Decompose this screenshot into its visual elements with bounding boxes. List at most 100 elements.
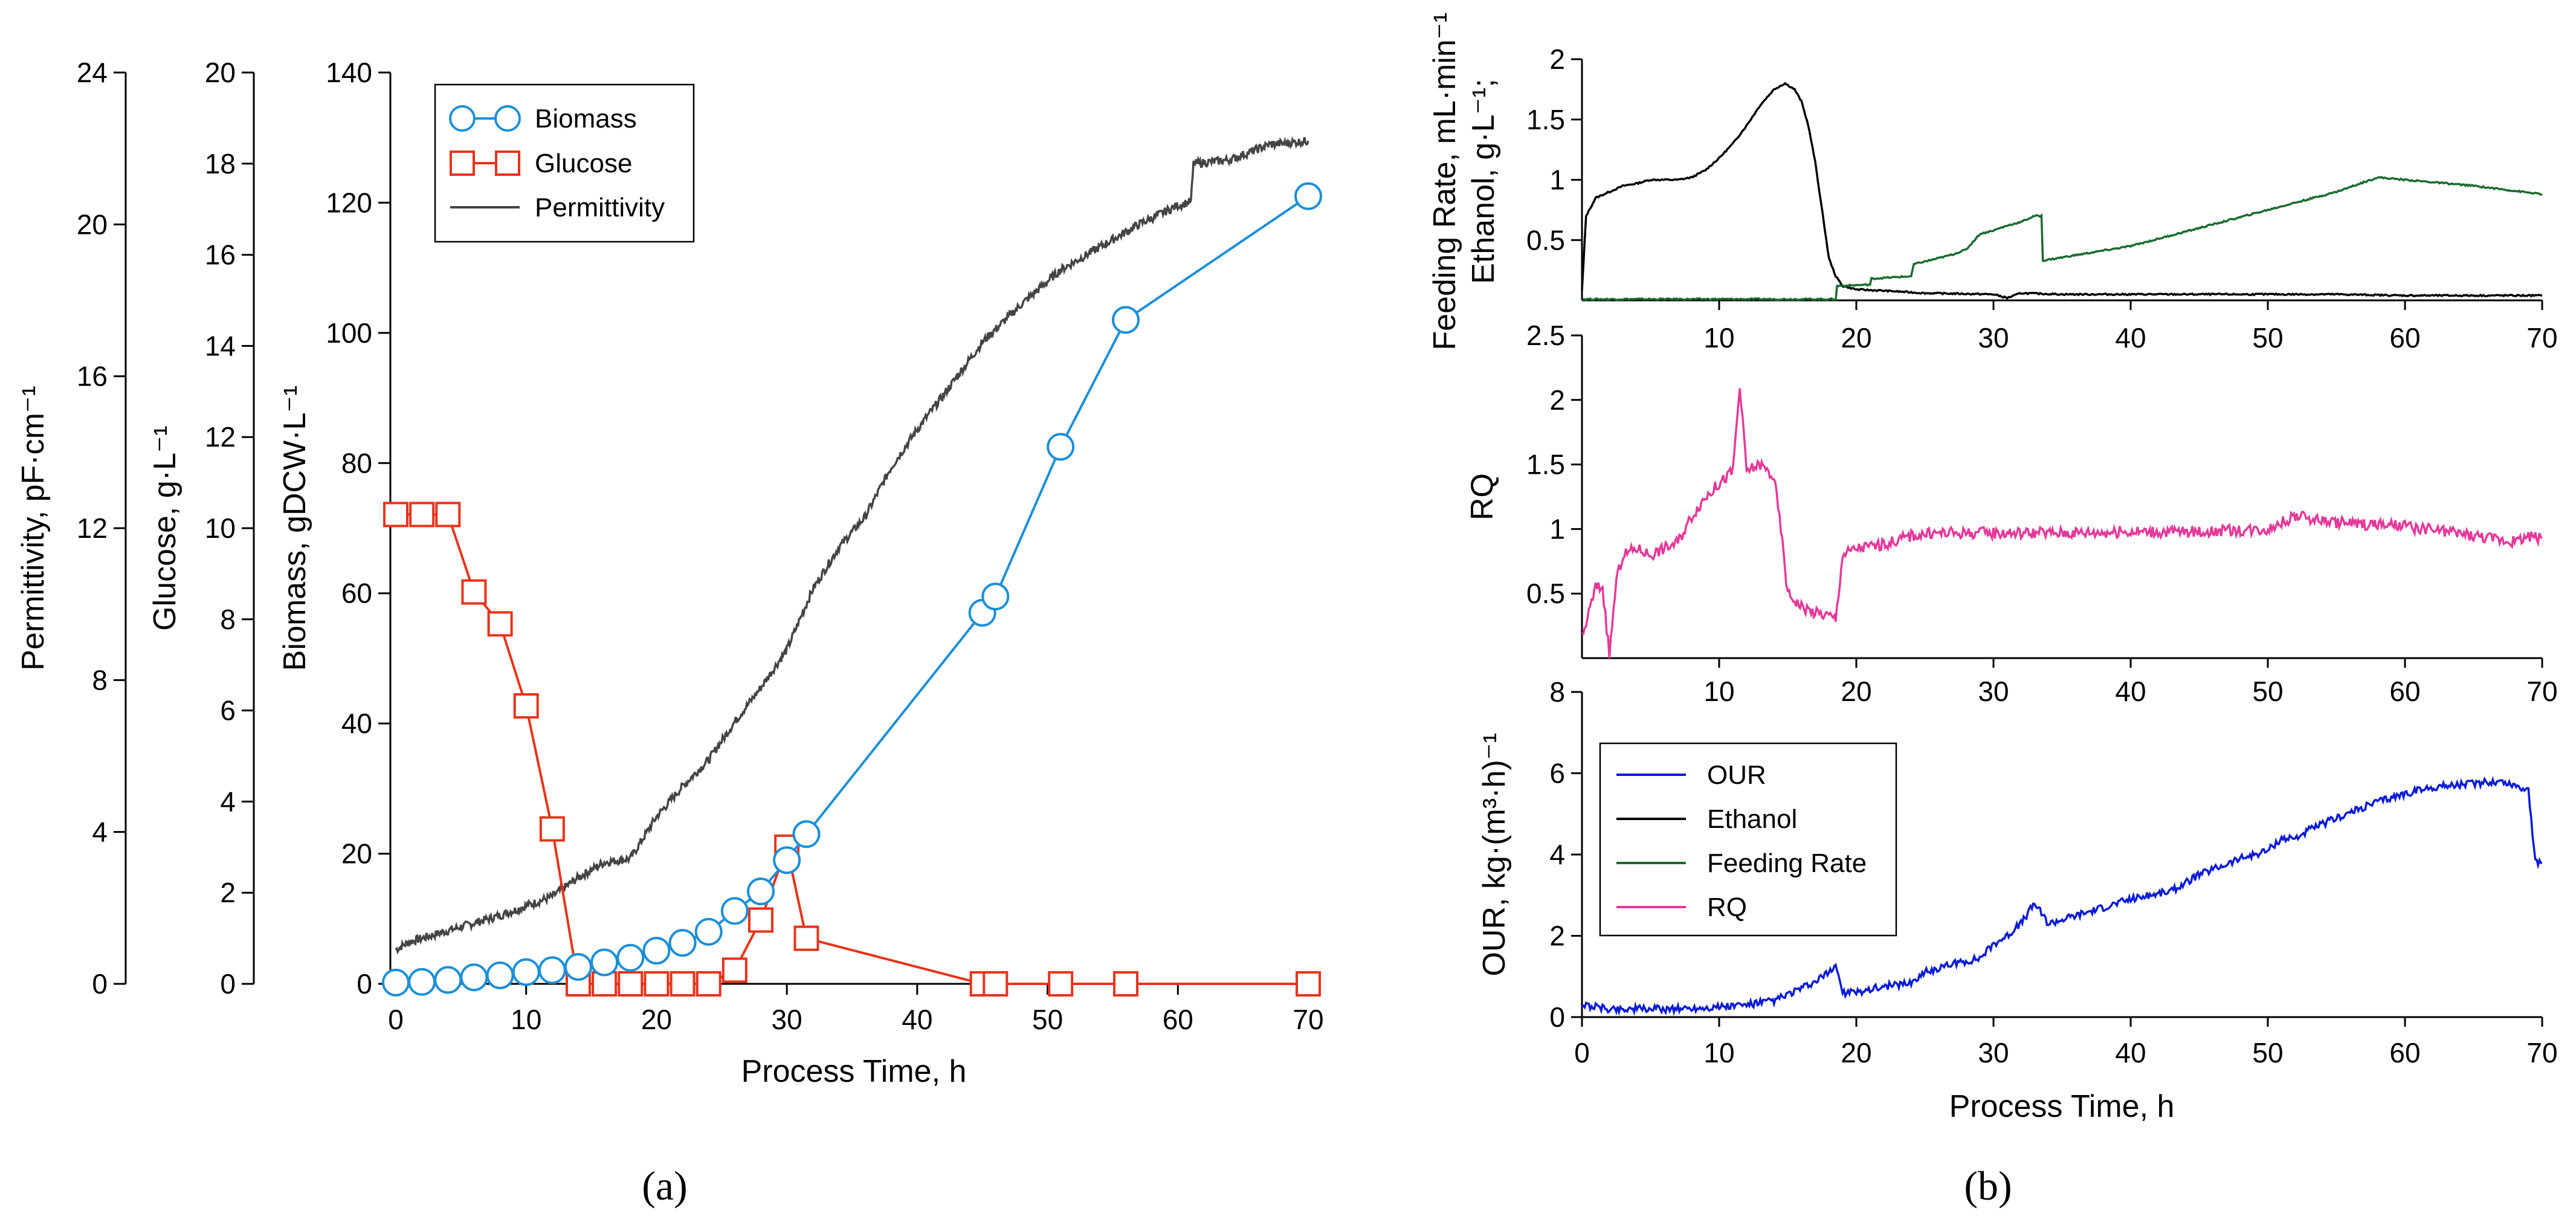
y-tick-label-b: 0.5 xyxy=(1526,224,1565,256)
biomass-point xyxy=(512,958,540,986)
x-tick-label-a: 60 xyxy=(1163,1004,1193,1035)
legend-a-permittivity: Permittivity xyxy=(450,193,665,222)
y-tick-label-b: 1.5 xyxy=(1526,104,1565,135)
biomass-point xyxy=(564,952,592,981)
biomass-tick-label: 80 xyxy=(341,447,372,479)
panel-b-plot-area xyxy=(1581,82,2543,1016)
permittivity-tick-label: 8 xyxy=(92,664,108,696)
y-tick-label-b: 0.5 xyxy=(1526,578,1565,609)
glucose-point xyxy=(539,816,565,842)
glucose-point xyxy=(383,502,408,528)
glucose-point xyxy=(670,971,696,997)
panel-a-plot-area xyxy=(382,136,1322,997)
x-tick-label-b: 30 xyxy=(1978,1037,2009,1068)
x-tick-label-b: 70 xyxy=(2526,676,2557,707)
glucose-point xyxy=(435,502,461,528)
permittivity-tick-label: 0 xyxy=(92,968,108,1000)
glucose-tick-label: 18 xyxy=(205,148,236,179)
y-tick-label-b: 4 xyxy=(1549,839,1565,870)
glucose-tick-label: 4 xyxy=(220,786,236,817)
y-tick-label-b: 2.5 xyxy=(1526,320,1565,351)
x-tick-label-b: 20 xyxy=(1841,322,1871,354)
legend-a-biomass-label: Biomass xyxy=(535,104,637,134)
y-tick-label-b: 6 xyxy=(1549,758,1565,789)
glucose-point xyxy=(1113,971,1138,997)
glucose-point xyxy=(696,971,721,997)
glucose-point xyxy=(748,907,773,933)
biomass-point xyxy=(773,846,801,874)
biomass-point xyxy=(460,963,488,992)
y-tick-label-b: 2 xyxy=(1549,920,1565,952)
glucose-tick-label: 16 xyxy=(205,239,236,271)
biomass-point xyxy=(694,917,723,946)
biomass-point xyxy=(408,968,436,996)
y-tick-label-b: 1 xyxy=(1549,164,1565,196)
x-tick-label-b: 20 xyxy=(1841,676,1871,707)
x-axis-label-b: Process Time, h xyxy=(1949,1089,2175,1124)
glucose-point xyxy=(983,971,1009,997)
glucose-point xyxy=(721,957,747,983)
panel-a: 0 10 20 30 40 50 60 700204060801001201400246810… xyxy=(16,57,1324,1209)
x-tick-label-a: 0 xyxy=(388,1004,404,1035)
biomass-point xyxy=(486,961,514,989)
x-tick-label-b: 40 xyxy=(2115,322,2146,354)
x-tick-label-b: 60 xyxy=(2389,676,2420,707)
glucose-tick-label: 2 xyxy=(220,877,236,908)
glucose-axis-label: Glucose, g·L⁻¹ xyxy=(147,425,182,631)
legend-a-glucose-label: Glucose xyxy=(535,149,632,178)
series-line-permittivity xyxy=(395,136,1309,955)
series-line-ethanol xyxy=(1581,82,2543,300)
x-tick-label-b: 70 xyxy=(2526,1037,2557,1068)
x-tick-label-b: 40 xyxy=(2115,1037,2146,1068)
legend-a-biomass: Biomass xyxy=(449,104,637,134)
x-tick-label-b: 30 xyxy=(1978,322,2009,354)
glucose-point xyxy=(461,579,487,605)
permittivity-tick-label: 24 xyxy=(77,57,108,88)
biomass-point xyxy=(1047,433,1075,461)
x-tick-label-b: 10 xyxy=(1703,1037,1734,1068)
x-tick-label-b: 60 xyxy=(2389,322,2420,354)
x-tick-label-a: 40 xyxy=(902,1004,932,1035)
x-tick-label-b: 30 xyxy=(1978,676,2009,707)
biomass-point xyxy=(668,929,697,957)
legend-a: Biomass Glucose Permittivity xyxy=(434,83,695,243)
series-line-glucose xyxy=(396,513,1308,985)
glucose-point xyxy=(1048,971,1074,997)
biomass-point xyxy=(792,820,821,848)
x-tick-label-a: 10 xyxy=(511,1004,541,1035)
series-line-our xyxy=(1581,775,2543,1016)
x-tick-label-b: 20 xyxy=(1841,1037,1871,1068)
biomass-point xyxy=(1294,182,1322,210)
biomass-tick-label: 40 xyxy=(341,708,372,739)
biomass-tick-label: 100 xyxy=(326,317,372,349)
biomass-tick-label: 60 xyxy=(341,578,372,609)
y-tick-label-b: 1.5 xyxy=(1526,449,1565,480)
top-y-label-line2: Ethanol, g·L⁻¹; xyxy=(1466,79,1501,284)
y-tick-label-b: 2 xyxy=(1549,44,1565,75)
bottom-y-label: OUR, kg·(m³·h)⁻¹ xyxy=(1477,733,1512,977)
legend-b-rq-label: RQ xyxy=(1707,893,1747,922)
x-tick-label-a: 30 xyxy=(772,1004,802,1035)
glucose-tick-label: 6 xyxy=(220,695,236,726)
glucose-point xyxy=(618,971,644,997)
legend-b-ethanol-label: Ethanol xyxy=(1707,804,1797,834)
legend-b-our: OUR xyxy=(1616,760,1766,790)
legend-a-glucose: Glucose xyxy=(450,149,632,178)
x-tick-label-b: 50 xyxy=(2252,322,2283,354)
glucose-tick-label: 12 xyxy=(205,421,236,453)
biomass-tick-label: 0 xyxy=(357,968,372,1000)
y-tick-label-b: 2 xyxy=(1549,384,1565,416)
x-tick-label-b: 50 xyxy=(2252,676,2283,707)
x-tick-label-a: 20 xyxy=(641,1004,672,1035)
biomass-axis-label: Biomass, gDCW·L⁻¹ xyxy=(277,386,312,671)
permittivity-tick-label: 16 xyxy=(77,361,108,392)
x-tick-label-b: 40 xyxy=(2115,676,2146,707)
x-tick-label-b: 60 xyxy=(2389,1037,2420,1068)
panel-a-ticks: 0 10 20 30 40 50 60 700204060801001201400246810… xyxy=(77,57,1324,1035)
permittivity-tick-label: 20 xyxy=(77,208,108,240)
biomass-point xyxy=(434,966,462,994)
permittivity-tick-label: 12 xyxy=(77,512,108,544)
